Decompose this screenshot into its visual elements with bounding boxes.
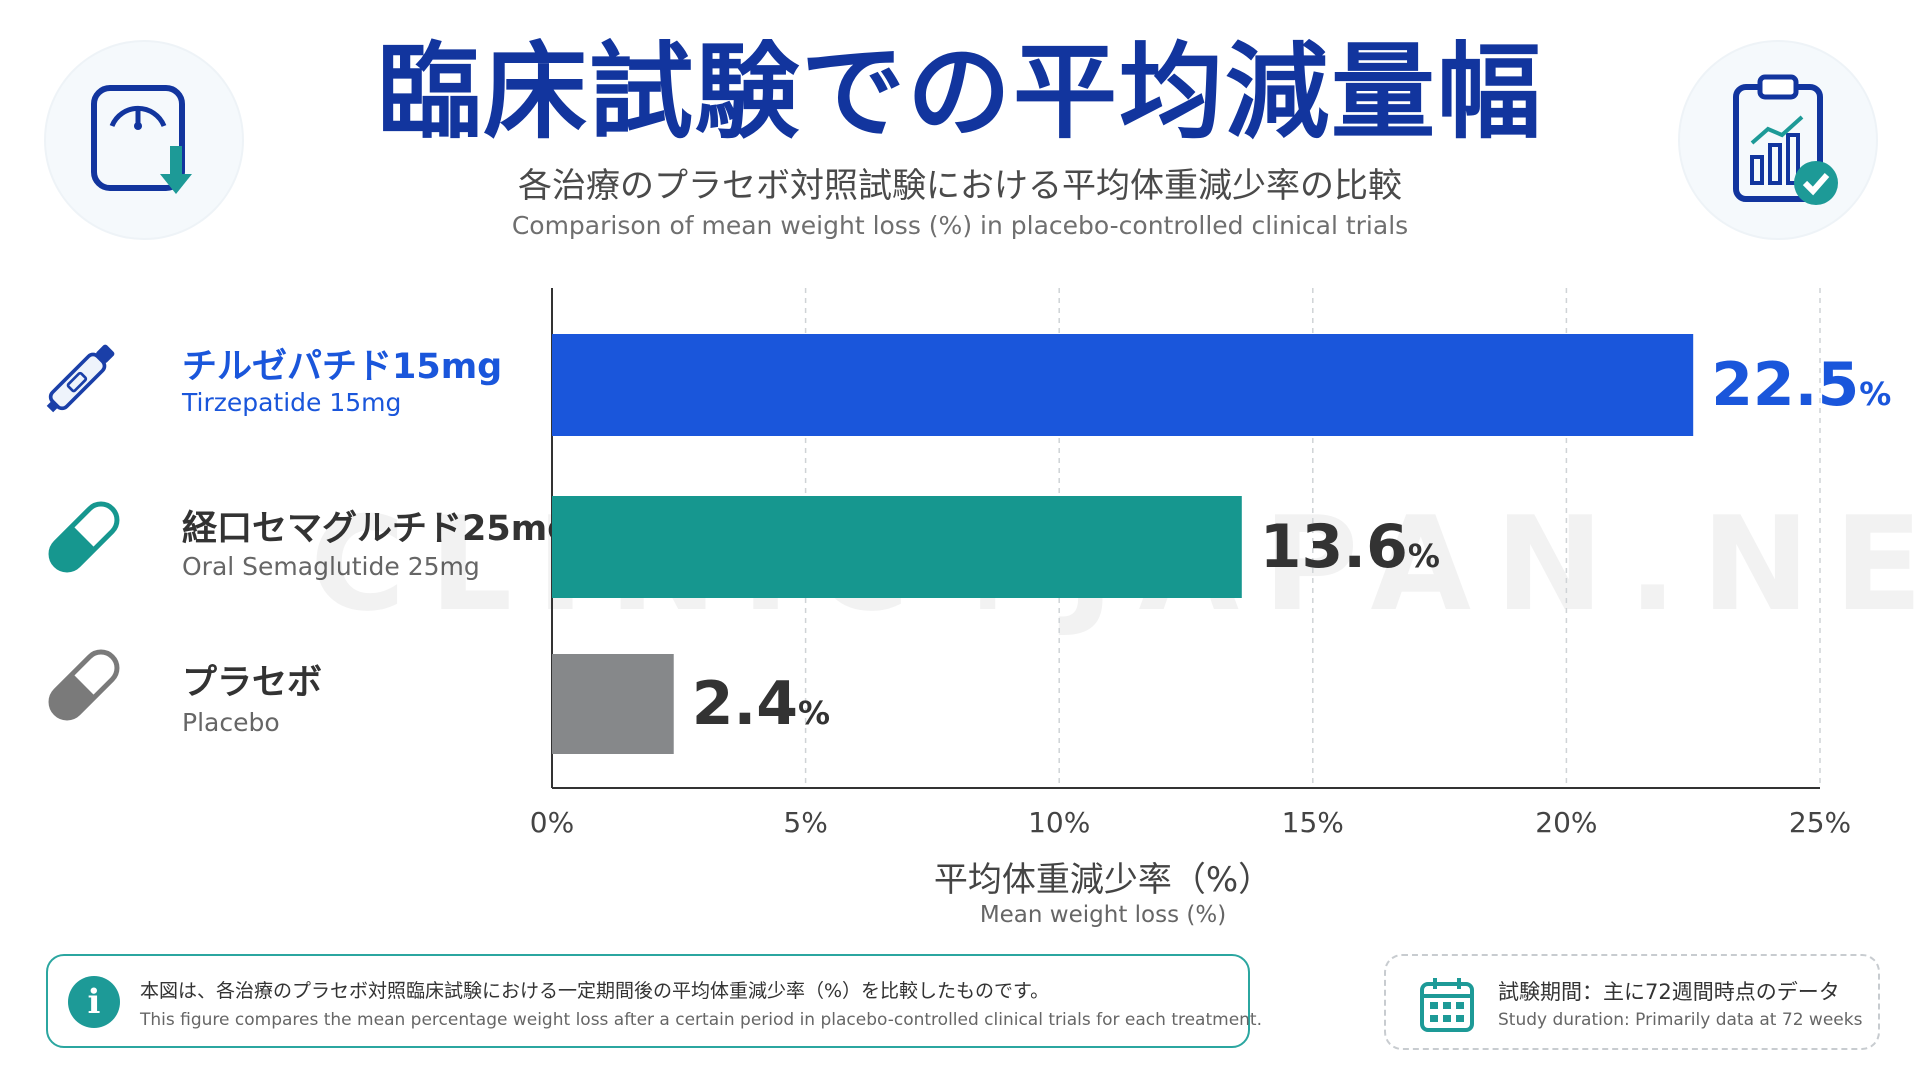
- x-axis-label-en: Mean weight loss (%): [979, 902, 1227, 928]
- calendar-icon: [1418, 974, 1476, 1038]
- data-label: 22.5%: [1711, 350, 1891, 420]
- capsule-icon: [34, 630, 134, 740]
- scale-weight-down-icon: [46, 42, 242, 238]
- row-label-jp-placebo: プラセボ: [182, 663, 323, 703]
- data-label: 13.6%: [1260, 512, 1440, 582]
- subtitle-jp: 各治療のプラセボ対照試験における平均体重減少率の比較: [518, 166, 1402, 206]
- page-title: 臨床試験での平均減量幅: [376, 31, 1543, 153]
- row-label-jp-tirzepatide: チルゼパチド15mg: [182, 347, 503, 387]
- row-label-jp-semaglutide: 経口セマグルチド25mg: [182, 509, 573, 549]
- clipboard-chart-check-icon: [1680, 42, 1876, 238]
- study-period-box: 試験期間：主に72週間時点のデータ Study duration: Primar…: [1384, 954, 1880, 1050]
- study-period-text-en: Study duration: Primarily data at 72 wee…: [1498, 1010, 1863, 1030]
- injection-pen-icon: [34, 320, 134, 430]
- capsule-icon: [34, 482, 134, 592]
- bar: [552, 334, 1694, 436]
- x-tick-label: 5%: [783, 806, 827, 839]
- x-tick-label: 20%: [1535, 806, 1597, 839]
- row-label-en-tirzepatide: Tirzepatide 15mg: [182, 388, 402, 417]
- info-box: i 本図は、各治療のプラセボ対照臨床試験における一定期間後の平均体重減少率（%）…: [46, 954, 1262, 1048]
- bar: [552, 496, 1242, 598]
- subtitle-en: Comparison of mean weight loss (%) in pl…: [511, 211, 1409, 240]
- bar: [552, 654, 674, 754]
- data-label-unit: %: [798, 694, 830, 732]
- x-tick-label: 10%: [1028, 806, 1090, 839]
- x-tick-label: 15%: [1282, 806, 1344, 839]
- row-label-en-semaglutide: Oral Semaglutide 25mg: [182, 552, 480, 581]
- x-tick-label: 0%: [530, 806, 574, 839]
- x-axis-label: 平均体重減少率（%）: [933, 860, 1273, 900]
- row-label-en-placebo: Placebo: [182, 708, 280, 737]
- info-text-en: This figure compares the mean percentage…: [140, 1010, 1262, 1030]
- data-label-unit: %: [1408, 537, 1440, 575]
- data-label-unit: %: [1859, 375, 1891, 413]
- info-icon: i: [68, 976, 120, 1028]
- data-label: 2.4%: [692, 669, 830, 739]
- info-text-jp: 本図は、各治療のプラセボ対照臨床試験における一定期間後の平均体重減少率（%）を比…: [140, 980, 1050, 1002]
- study-period-text-jp: 試験期間：主に72週間時点のデータ: [1498, 980, 1840, 1004]
- x-tick-label: 25%: [1789, 806, 1851, 839]
